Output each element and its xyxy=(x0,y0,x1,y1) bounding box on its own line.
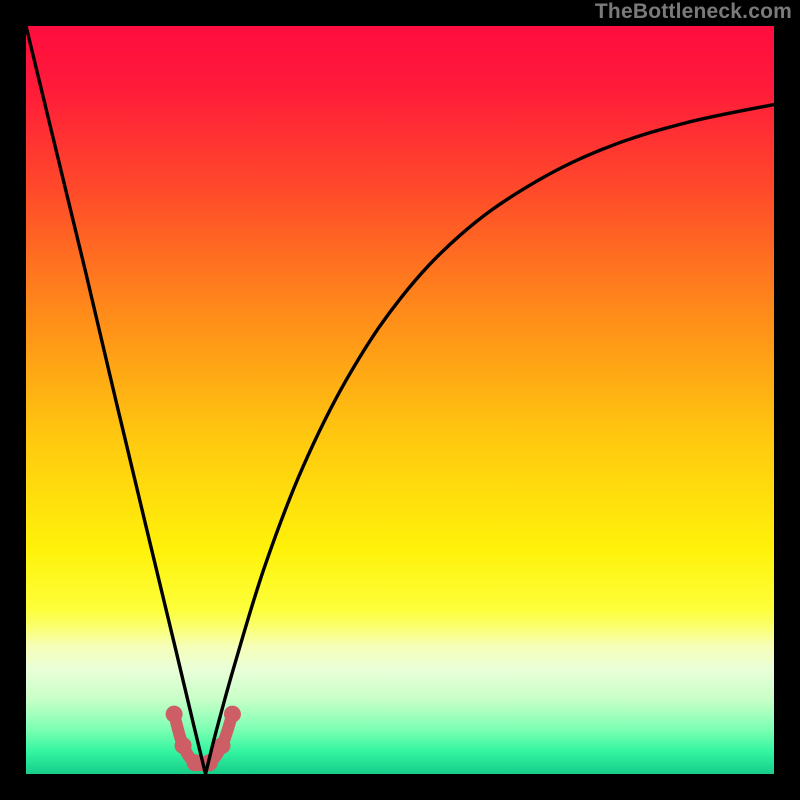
gradient-plot-area xyxy=(26,26,774,774)
marker-dot xyxy=(224,706,241,723)
watermark-label: TheBottleneck.com xyxy=(595,0,792,24)
bottleneck-curve-chart xyxy=(0,0,800,800)
marker-dot xyxy=(166,706,183,723)
chart-container: TheBottleneck.com xyxy=(0,0,800,800)
marker-dot xyxy=(213,737,230,754)
marker-dot xyxy=(175,737,192,754)
